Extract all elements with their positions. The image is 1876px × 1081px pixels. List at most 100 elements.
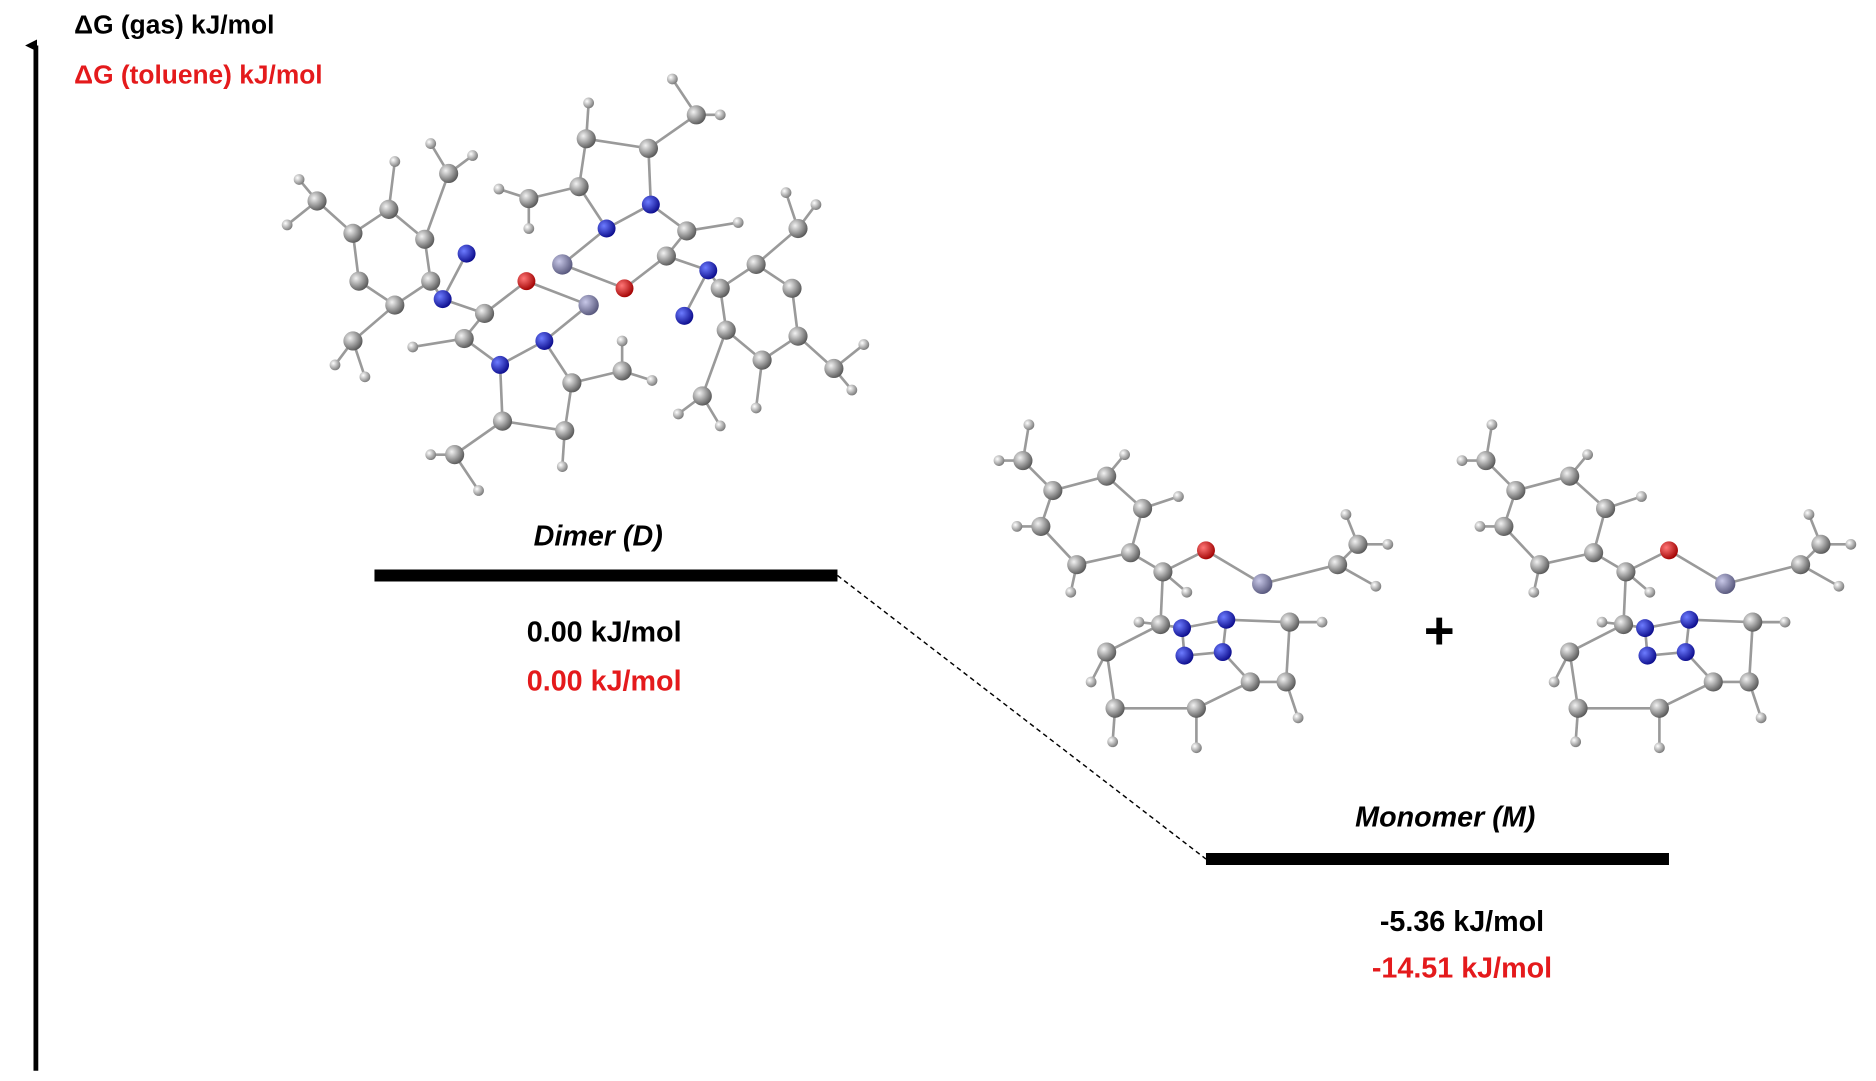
- atom: [1132, 498, 1153, 519]
- atom: [281, 219, 293, 231]
- atom: [421, 271, 441, 291]
- atom: [1474, 521, 1486, 532]
- atom: [1636, 619, 1655, 638]
- atom: [1644, 586, 1656, 598]
- atom: [752, 350, 772, 370]
- atom: [782, 278, 802, 298]
- atom: [1494, 516, 1514, 536]
- atom: [1013, 451, 1033, 471]
- atom: [555, 421, 575, 441]
- atom: [646, 375, 658, 386]
- bond: [586, 137, 649, 150]
- atom: [1133, 616, 1145, 628]
- atom: [1596, 616, 1608, 628]
- molecule: [1456, 419, 1857, 754]
- molecule: [493, 73, 870, 432]
- atom: [1560, 466, 1580, 486]
- bond: [1724, 563, 1801, 586]
- atom: [493, 183, 505, 195]
- atom: [552, 254, 573, 275]
- bond: [561, 263, 625, 290]
- atom: [1043, 480, 1063, 501]
- atom: [1811, 534, 1831, 554]
- bond: [701, 329, 728, 397]
- energy-toluene: 0.00 kJ/mol: [527, 665, 682, 697]
- atom: [1292, 712, 1304, 724]
- atom: [492, 411, 513, 431]
- atom: [746, 254, 766, 274]
- atom: [1065, 586, 1077, 598]
- atom: [1340, 509, 1352, 520]
- legend-toluene: ΔG (toluene) kJ/mol: [74, 60, 322, 90]
- atom: [641, 195, 660, 214]
- bond: [423, 173, 450, 240]
- plus-sign: +: [1424, 601, 1455, 660]
- bond: [1747, 622, 1755, 683]
- atom: [1150, 614, 1171, 635]
- atom: [1528, 586, 1540, 598]
- atom: [329, 359, 341, 371]
- atom: [699, 261, 718, 280]
- atom: [1316, 616, 1328, 628]
- atom: [1486, 419, 1498, 431]
- atom: [349, 271, 369, 291]
- atom: [1743, 612, 1763, 632]
- atom: [1680, 610, 1699, 629]
- atom: [810, 199, 822, 210]
- atom: [1703, 672, 1723, 692]
- atom: [788, 218, 808, 239]
- atom: [1715, 573, 1736, 595]
- atom: [517, 272, 536, 291]
- atom: [1616, 562, 1636, 582]
- atom: [425, 138, 437, 149]
- energy-toluene: -14.51 kJ/mol: [1372, 952, 1552, 984]
- atom: [1097, 466, 1117, 486]
- atom: [1660, 541, 1678, 560]
- atom: [1530, 555, 1550, 575]
- atom: [1803, 509, 1815, 520]
- atom: [1348, 534, 1368, 554]
- atom: [473, 485, 484, 496]
- atom: [1582, 449, 1594, 461]
- bond: [1689, 618, 1753, 624]
- atom: [523, 223, 535, 234]
- atom: [1217, 610, 1236, 629]
- atom: [415, 229, 435, 249]
- legend-gas: ΔG (gas) kJ/mol: [74, 9, 274, 39]
- bond: [1106, 623, 1162, 654]
- atom: [343, 331, 363, 351]
- atom: [1252, 573, 1273, 595]
- atom: [454, 329, 474, 349]
- atom: [1560, 642, 1580, 662]
- atom: [1570, 736, 1582, 748]
- atom: [656, 246, 676, 266]
- atom: [780, 187, 792, 199]
- molecule: [993, 419, 1394, 754]
- atom: [1791, 555, 1811, 575]
- molecules: [281, 73, 1857, 754]
- atom: [710, 278, 730, 298]
- atom: [1121, 543, 1141, 563]
- energy-gas: -5.36 kJ/mol: [1380, 906, 1544, 938]
- atom: [1213, 643, 1232, 662]
- atom: [445, 445, 465, 465]
- atom: [1584, 543, 1604, 563]
- atom: [716, 320, 736, 340]
- atom: [732, 217, 744, 228]
- atom: [307, 191, 327, 211]
- atom: [1153, 562, 1173, 582]
- atom: [491, 355, 510, 374]
- atom: [1097, 642, 1117, 662]
- atom: [433, 290, 452, 309]
- atom: [1739, 672, 1759, 692]
- atom: [1276, 672, 1296, 692]
- atom: [1175, 646, 1194, 665]
- atom: [556, 461, 568, 472]
- energy-gas: 0.00 kJ/mol: [527, 616, 682, 648]
- atom: [858, 339, 870, 350]
- bond: [1195, 680, 1251, 710]
- atom: [666, 73, 678, 85]
- atom: [1779, 616, 1791, 628]
- bond: [1284, 622, 1292, 683]
